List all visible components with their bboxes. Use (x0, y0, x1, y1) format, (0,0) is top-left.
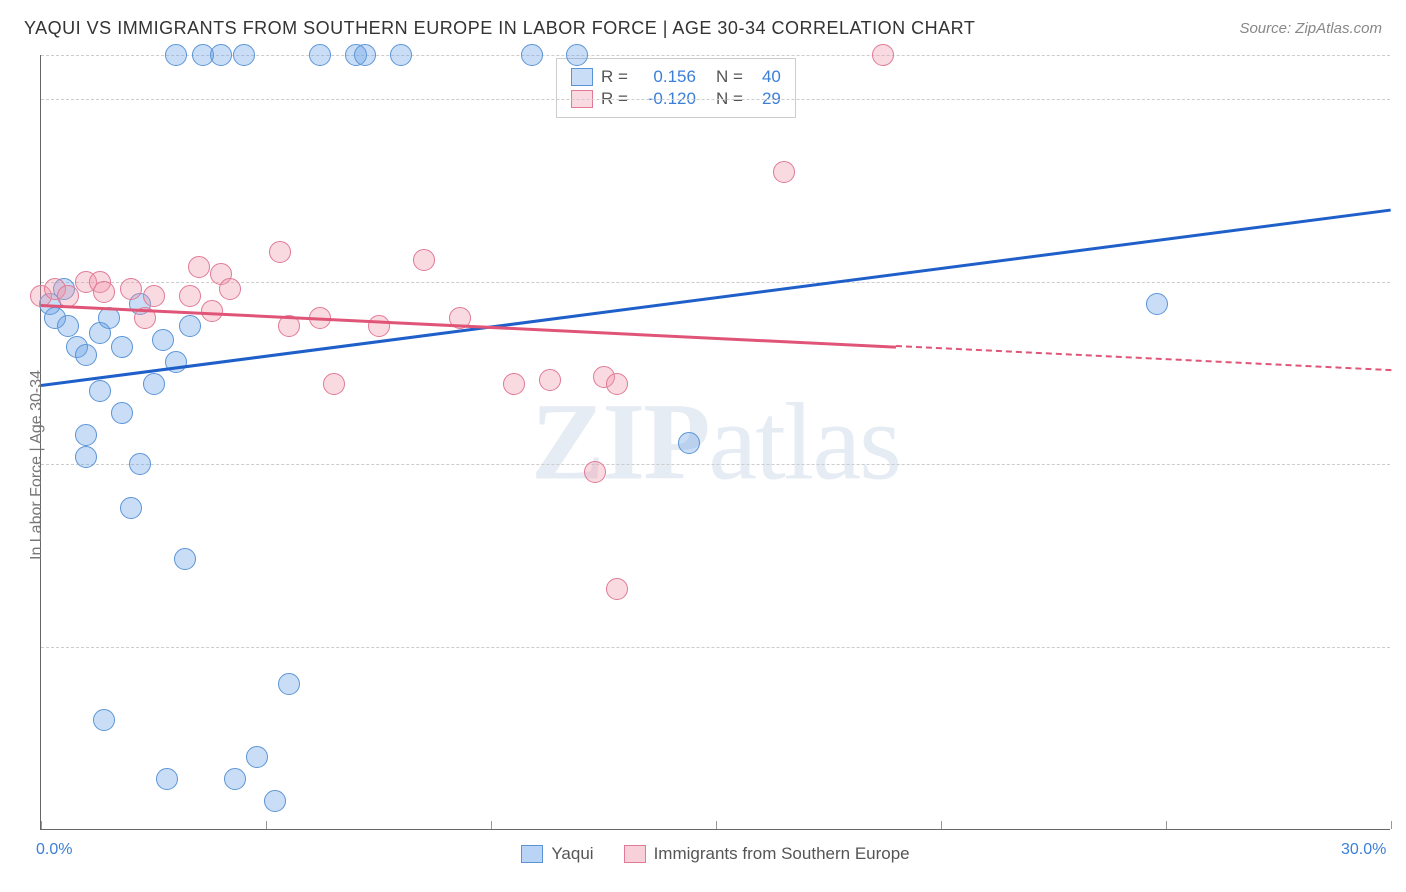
data-point (179, 285, 201, 307)
data-point (143, 285, 165, 307)
y-tick-label: 62.5% (1400, 637, 1406, 655)
x-tick (941, 821, 942, 829)
legend-swatch (624, 845, 646, 863)
data-point (129, 453, 151, 475)
data-point (75, 344, 97, 366)
watermark: ZIPatlas (531, 379, 900, 506)
data-point (89, 380, 111, 402)
gridline (41, 99, 1390, 100)
data-point (269, 241, 291, 263)
stats-legend: R =0.156N =40R =-0.120N =29 (556, 58, 796, 118)
data-point (120, 278, 142, 300)
gridline (41, 282, 1390, 283)
data-point (309, 44, 331, 66)
data-point (521, 44, 543, 66)
data-point (111, 336, 133, 358)
data-point (98, 307, 120, 329)
data-point (773, 161, 795, 183)
data-point (1146, 293, 1168, 315)
y-tick-label: 87.5% (1400, 272, 1406, 290)
data-point (75, 446, 97, 468)
data-point (503, 373, 525, 395)
legend-swatch (521, 845, 543, 863)
x-tick-label: 0.0% (36, 841, 72, 859)
chart-plot-area: ZIPatlas R =0.156N =40R =-0.120N =29 Yaq… (40, 55, 1390, 830)
data-point (152, 329, 174, 351)
data-point (390, 44, 412, 66)
data-point (413, 249, 435, 271)
data-point (93, 281, 115, 303)
x-tick-label: 30.0% (1341, 841, 1386, 859)
data-point (57, 315, 79, 337)
data-point (606, 578, 628, 600)
data-point (323, 373, 345, 395)
data-point (174, 548, 196, 570)
source-label: Source: ZipAtlas.com (1239, 20, 1382, 37)
data-point (75, 424, 97, 446)
data-point (354, 44, 376, 66)
data-point (143, 373, 165, 395)
data-point (872, 44, 894, 66)
legend-item: Yaqui (521, 844, 593, 864)
data-point (606, 373, 628, 395)
data-point (278, 673, 300, 695)
data-point (188, 256, 210, 278)
data-point (246, 746, 268, 768)
data-point (210, 44, 232, 66)
x-tick (1166, 821, 1167, 829)
chart-title: YAQUI VS IMMIGRANTS FROM SOUTHERN EUROPE… (24, 18, 975, 39)
trend-line (896, 345, 1391, 371)
data-point (219, 278, 241, 300)
data-point (120, 497, 142, 519)
data-point (566, 44, 588, 66)
y-axis-label: In Labor Force | Age 30-34 (28, 370, 46, 560)
data-point (368, 315, 390, 337)
data-point (93, 709, 115, 731)
data-point (224, 768, 246, 790)
x-tick (41, 821, 42, 829)
data-point (264, 790, 286, 812)
x-tick (266, 821, 267, 829)
legend-stat-row: R =0.156N =40 (571, 67, 781, 87)
y-tick-label: 100.0% (1400, 89, 1406, 107)
x-tick (1391, 821, 1392, 829)
gridline (41, 647, 1390, 648)
data-point (539, 369, 561, 391)
y-tick-label: 75.0% (1400, 454, 1406, 472)
x-tick (491, 821, 492, 829)
data-point (179, 315, 201, 337)
x-tick (716, 821, 717, 829)
data-point (165, 44, 187, 66)
data-point (111, 402, 133, 424)
legend-item: Immigrants from Southern Europe (624, 844, 910, 864)
data-point (584, 461, 606, 483)
data-point (156, 768, 178, 790)
legend-swatch (571, 68, 593, 86)
gridline (41, 464, 1390, 465)
data-point (201, 300, 223, 322)
data-point (678, 432, 700, 454)
data-point (233, 44, 255, 66)
series-legend: Yaqui Immigrants from Southern Europe (41, 844, 1390, 864)
